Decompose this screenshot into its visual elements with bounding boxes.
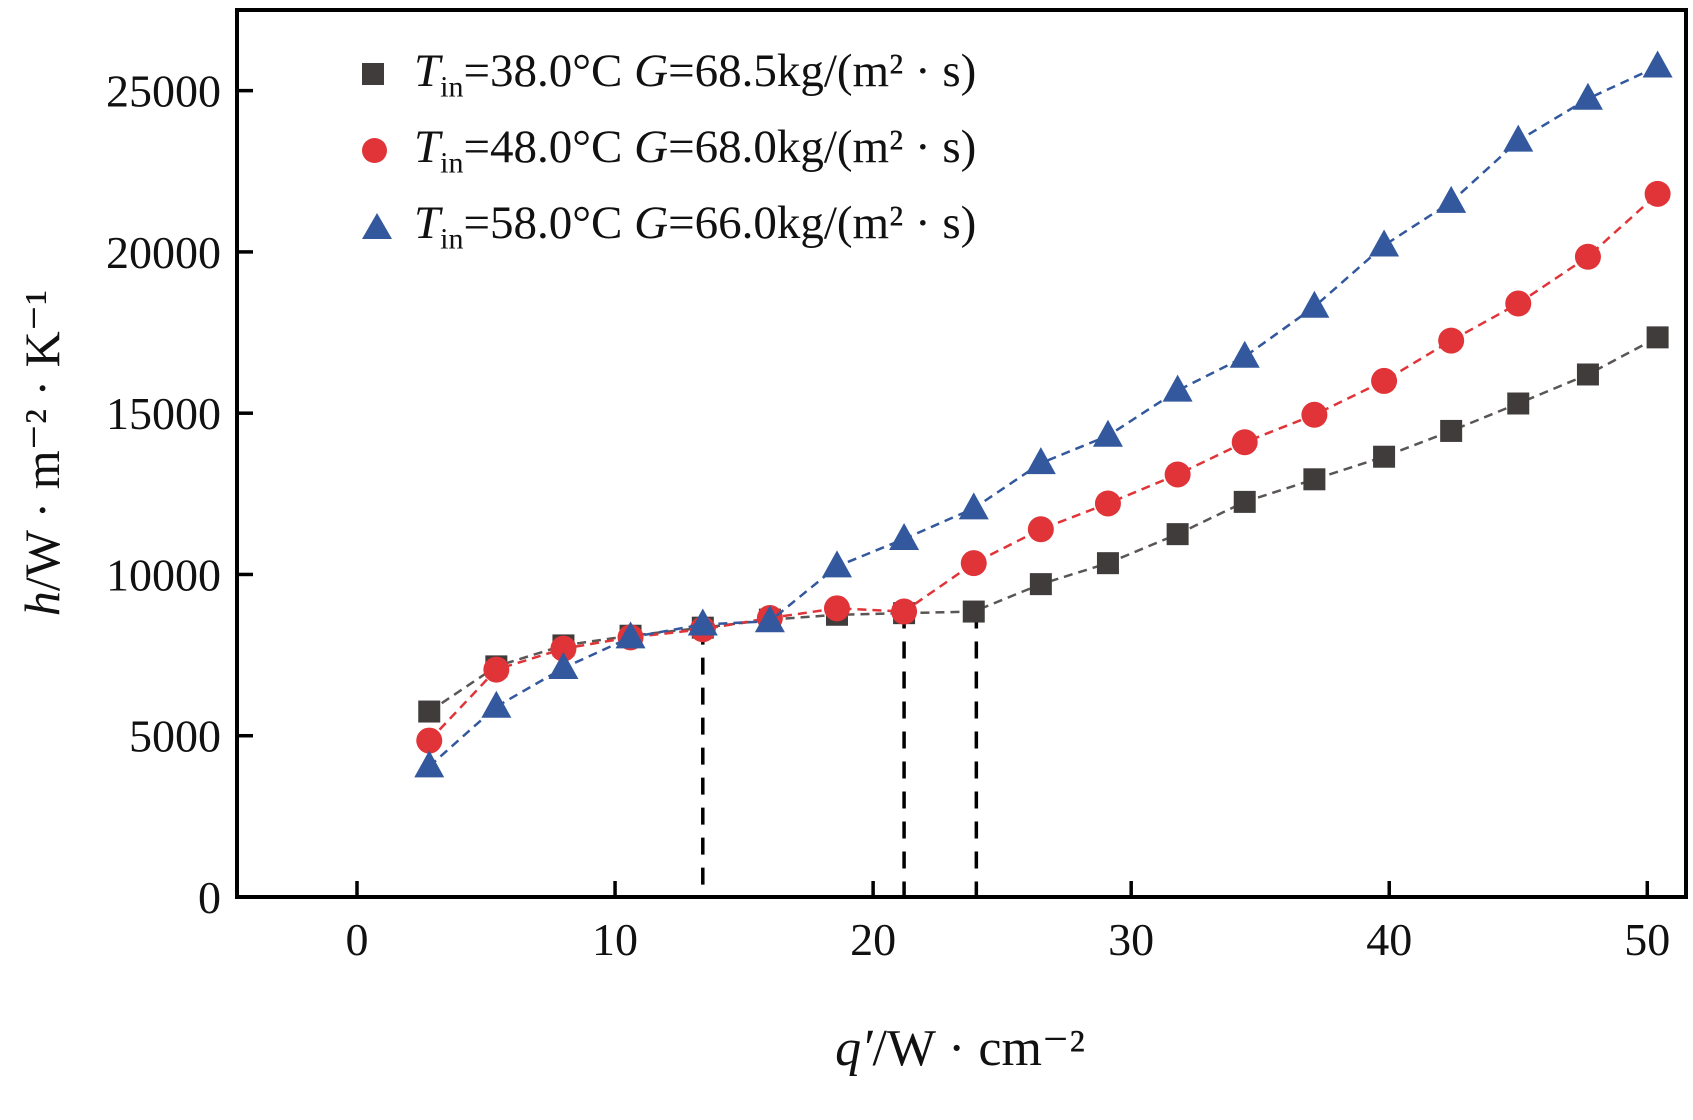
svg-text:0: 0 (345, 914, 368, 965)
y-axis-title: h/W · m⁻² · K⁻¹ (13, 133, 83, 773)
legend-g-var: G (634, 120, 669, 173)
legend-label: Tin=38.0°C G=68.5kg/(m² · s) (414, 44, 976, 104)
legend-label: Tin=58.0°C G=66.0kg/(m² · s) (414, 196, 976, 256)
legend-g-var: G (634, 196, 669, 249)
legend-t-sub: in (440, 70, 464, 104)
legend-t-sub: in (440, 146, 464, 180)
triangle-marker-icon (362, 213, 392, 239)
chart-legend: Tin=38.0°C G=68.5kg/(m² · s) Tin=48.0°C … (362, 36, 976, 264)
svg-text:25000: 25000 (106, 66, 221, 117)
legend-marker-cell (362, 213, 414, 239)
square-marker-icon (362, 63, 384, 85)
legend-t-var: T (414, 44, 441, 97)
svg-text:0: 0 (198, 872, 221, 923)
circle-marker-icon (362, 137, 387, 163)
svg-text:40: 40 (1366, 914, 1412, 965)
legend-label: Tin=48.0°C G=68.0kg/(m² · s) (414, 120, 976, 180)
svg-text:50: 50 (1624, 914, 1670, 965)
x-axis-variable: q′ (835, 1020, 873, 1077)
legend-t-value: =38.0°C (463, 44, 635, 97)
svg-text:15000: 15000 (106, 388, 221, 439)
x-axis-title: q′/W · cm⁻² (560, 1018, 1360, 1078)
legend-g-value: =68.5kg/(m² · s) (668, 44, 977, 97)
svg-text:30: 30 (1108, 914, 1154, 965)
legend-t-value: =58.0°C (463, 196, 635, 249)
svg-text:10: 10 (592, 914, 638, 965)
legend-g-var: G (634, 44, 669, 97)
legend-g-value: =68.0kg/(m² · s) (668, 120, 977, 173)
legend-t-sub: in (440, 222, 464, 256)
legend-marker-cell (362, 63, 414, 85)
svg-text:20: 20 (850, 914, 896, 965)
legend-t-var: T (414, 196, 441, 249)
svg-text:5000: 5000 (129, 711, 221, 762)
legend-g-value: =66.0kg/(m² · s) (668, 196, 977, 249)
legend-t-var: T (414, 120, 441, 173)
x-axis-units: /W · cm⁻² (872, 1020, 1085, 1077)
legend-marker-cell (362, 137, 414, 163)
svg-text:10000: 10000 (106, 549, 221, 600)
legend-t-value: =48.0°C (463, 120, 635, 173)
svg-text:20000: 20000 (106, 227, 221, 278)
y-axis-variable: h (14, 591, 70, 617)
legend-item: Tin=38.0°C G=68.5kg/(m² · s) (362, 36, 976, 112)
legend-item: Tin=48.0°C G=68.0kg/(m² · s) (362, 112, 976, 188)
y-axis-units: /W · m⁻² · K⁻¹ (14, 289, 70, 592)
legend-item: Tin=58.0°C G=66.0kg/(m² · s) (362, 188, 976, 264)
